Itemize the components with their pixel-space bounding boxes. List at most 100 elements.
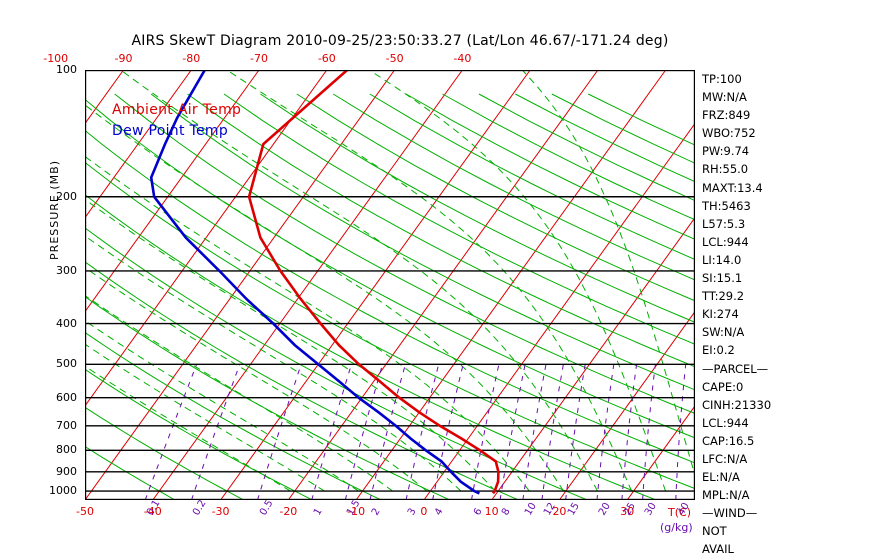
bottom-temp-tick: 10: [484, 505, 499, 518]
moist-adiabat: [120, 70, 598, 492]
panel-row: TP:100: [702, 72, 742, 86]
dry-adiabat: [85, 368, 313, 500]
pressure-tick: 500: [56, 357, 77, 371]
bottom-temp-tick: 20: [552, 505, 567, 518]
bottom-temp-tick: -40: [143, 505, 162, 518]
dry-adiabat: [369, 93, 695, 260]
bottom-temp-tick: -50: [76, 505, 94, 518]
top-temp-tick: -40: [453, 52, 472, 65]
panel-row: CINH:21330: [702, 397, 772, 412]
dry-adiabat: [85, 161, 695, 490]
dry-adiabat: [85, 261, 519, 500]
panel-row: EL:N/A: [702, 470, 740, 485]
ambient-air-temp-curve: [247, 70, 500, 495]
panel-row: MW:N/A: [702, 90, 747, 105]
bottom-temp-tick: -20: [279, 505, 298, 518]
legend-dew-point-temp: Dew Point Temp: [112, 123, 229, 139]
pressure-tick: 600: [56, 390, 77, 404]
dry-adiabat: [85, 129, 695, 464]
isotherm: [85, 70, 396, 500]
dew-point-temp-curve: [149, 70, 480, 495]
isotherm: [85, 70, 328, 407]
bottom-temp-tick: -10: [347, 505, 366, 518]
pressure-tick: 400: [56, 316, 77, 330]
mixing-ratio-line: [191, 364, 241, 500]
mixing-ratio-tick: 8: [500, 506, 513, 518]
mixing-ratio-line: [541, 364, 564, 500]
mixing-ratio-tick: 0.2: [191, 498, 209, 518]
dry-adiabat: [85, 98, 695, 439]
dry-adiabat: [260, 93, 695, 323]
panel-row: RH:55.0: [702, 162, 749, 177]
mixing-ratio-line: [522, 364, 547, 500]
dry-adiabat: [405, 93, 695, 240]
pressure-tick: 900: [56, 464, 77, 478]
mixing-ratio-line: [596, 364, 615, 500]
isotherm: [423, 122, 695, 500]
panel-row: MPL:N/A: [702, 488, 750, 503]
panel-row: EI:0.2: [702, 343, 735, 358]
bottom-temp-tick: -30: [211, 505, 230, 518]
dry-adiabat: [150, 93, 695, 391]
dry-adiabat: [85, 194, 657, 500]
panel-row: PW:9.74: [702, 144, 750, 159]
moist-adiabat: [85, 198, 496, 492]
dry-adiabat: [187, 93, 695, 368]
plot-frame: [85, 70, 695, 500]
panel-row: —WIND—: [702, 506, 758, 521]
isotherm: [287, 70, 599, 500]
mixing-ratio-tick: 30: [642, 500, 659, 518]
panel-row: TT:29.2: [702, 289, 745, 304]
moist-adiabat: [85, 155, 530, 492]
pressure-tick: 1000: [49, 484, 77, 498]
moist-adiabat: [226, 70, 633, 492]
moist-adiabat: [521, 70, 695, 478]
mixing-ratio-line: [621, 364, 638, 500]
moist-adiabat: [85, 235, 462, 492]
pressure-axis-label: PRESSURE (MB): [48, 160, 61, 260]
moist-adiabat: [368, 70, 667, 492]
panel-row: NOT: [702, 524, 727, 539]
dry-adiabat: [85, 406, 244, 500]
isotherm: [491, 216, 695, 500]
mixing-ratio-tick: 6: [471, 506, 485, 518]
mixing-ratio-tick: 2: [369, 506, 383, 518]
mixing-ratio-line: [565, 364, 586, 500]
panel-row: KI:274: [702, 307, 739, 322]
mixing-ratio-tick: 15: [565, 500, 582, 518]
mixing-ratio-tick: 10: [522, 500, 539, 518]
mixing-ratio-tick: 3: [406, 506, 419, 518]
moist-adiabat: [85, 320, 359, 492]
panel-row: SI:15.1: [702, 271, 743, 286]
moist-adiabat: [85, 104, 564, 492]
mixing-ratio-line: [471, 364, 500, 500]
panel-row: L57:5.3: [702, 216, 746, 231]
isotherm: [152, 70, 463, 500]
pressure-tick: 800: [56, 443, 77, 457]
mixing-ratio-line: [369, 364, 406, 500]
mixing-ratio-tick: 4: [432, 506, 446, 518]
panel-row: LCL:944: [702, 234, 749, 249]
isotherm: [85, 70, 192, 219]
mixing-ratio-tick: 1: [311, 506, 325, 518]
pressure-tick: 100: [56, 63, 77, 76]
mixing-ratio-line: [642, 364, 656, 500]
plot-lines: [85, 70, 695, 500]
top-temp-tick: -50: [385, 52, 404, 65]
panel-row: MAXT:13.4: [702, 180, 763, 195]
dry-adiabat: [85, 445, 176, 500]
mixing-ratio-tick: 0.5: [257, 498, 276, 518]
temperature-axis-label: T(C): [668, 506, 691, 519]
pressure-tick: 200: [56, 189, 77, 203]
dry-adiabat: [85, 331, 382, 500]
legend-ambient-air-temp: Ambient Air Temp: [112, 102, 242, 118]
moist-adiabat: [85, 266, 428, 492]
mixing-ratio-line: [257, 364, 302, 500]
mixing-ratio-line: [675, 364, 687, 500]
panel-row: WBO:752: [702, 126, 756, 141]
mixing-ratio-line: [432, 364, 464, 500]
top-temp-tick: -100: [43, 52, 69, 65]
page-title: AIRS SkewT Diagram 2010-09-25/23:50:33.2…: [131, 33, 669, 49]
dry-adiabat: [85, 296, 451, 500]
